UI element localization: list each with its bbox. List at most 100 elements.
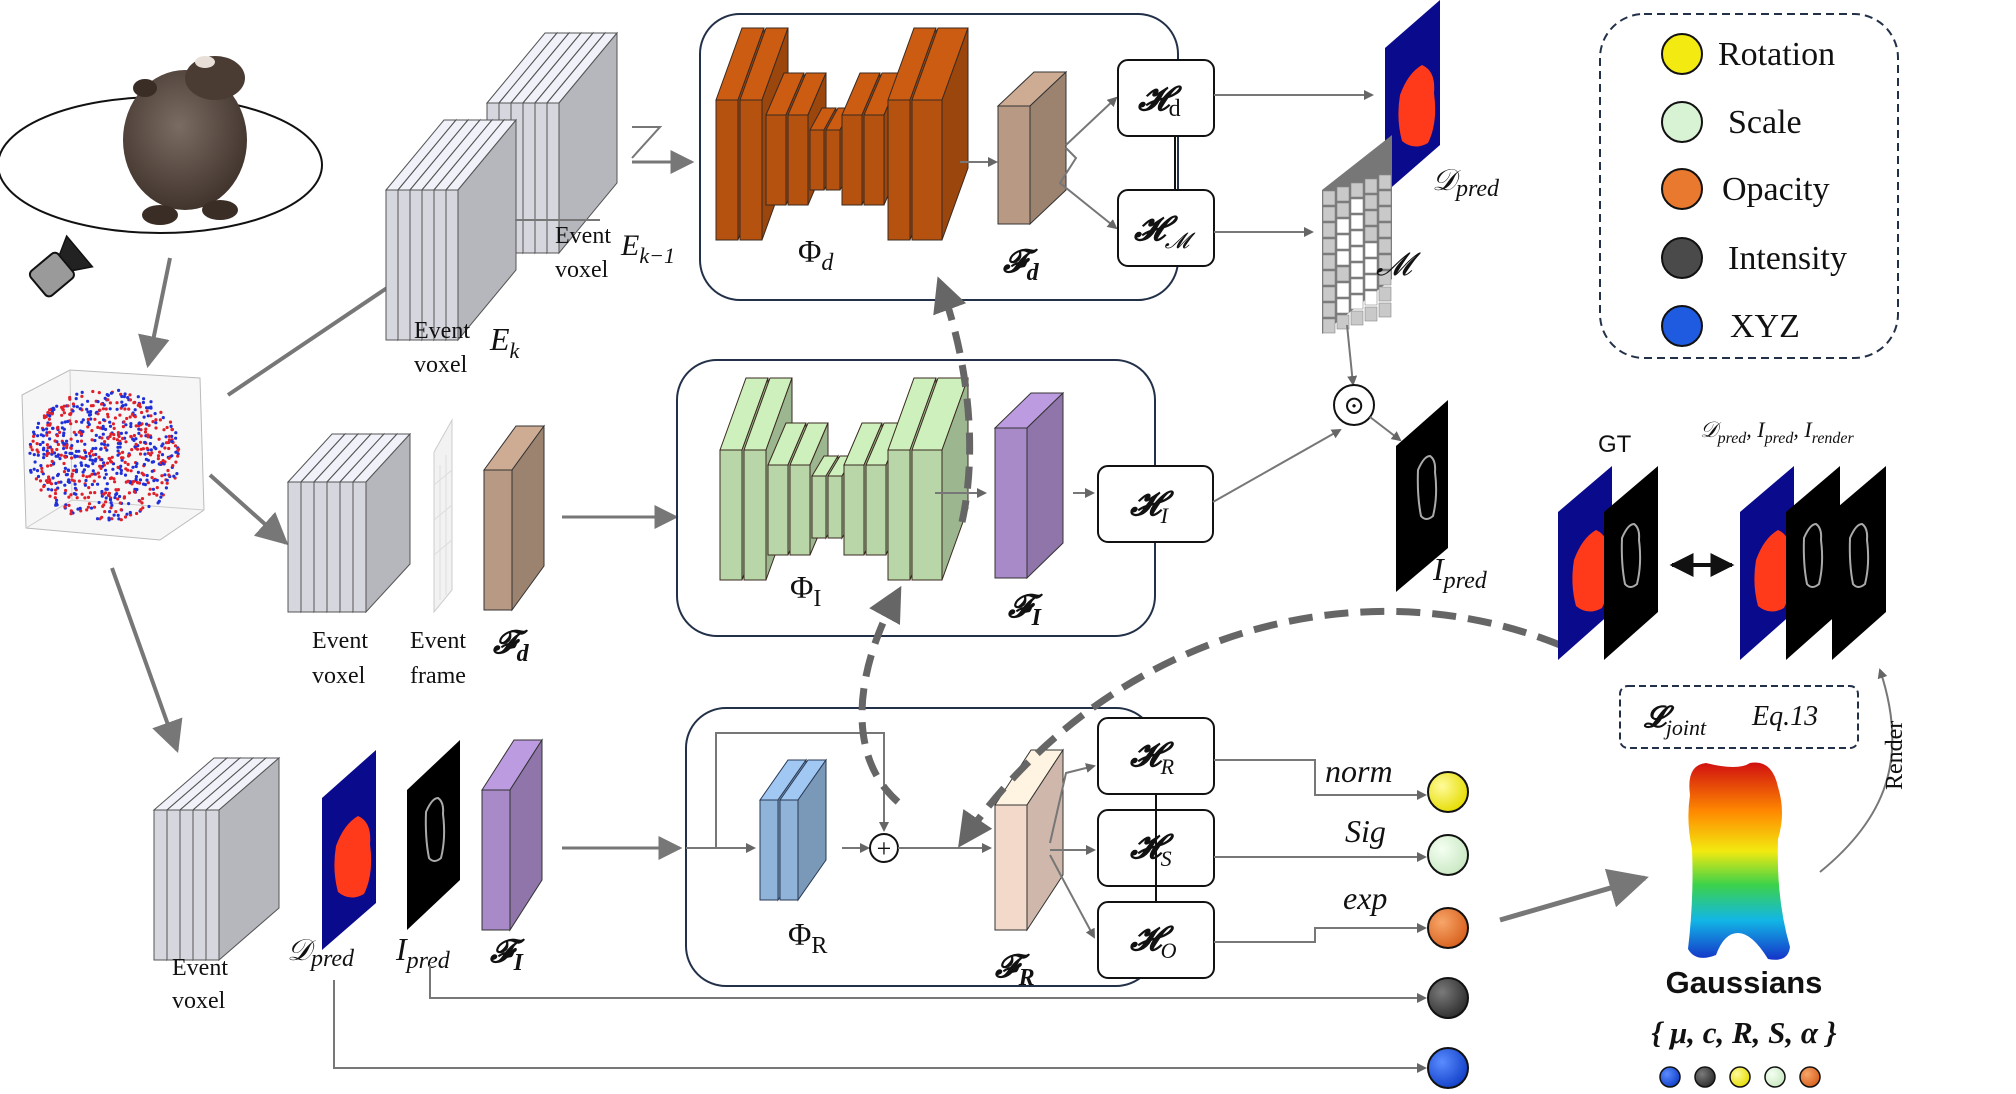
phi-r-label: ΦR [788,916,827,959]
gaussians-params: { μ, c, R, S, α } [1651,1015,1836,1050]
mask-cell [1378,302,1392,318]
mask-cell [1350,182,1364,198]
event-frame-label-line2: frame [410,663,466,689]
legend-item: Intensity [1661,237,1847,279]
mask-cell [1322,254,1336,270]
legend-item: Scale [1661,101,1802,143]
phi-d-unet [715,27,969,241]
feedback-arrow-mid-to-top [933,276,974,523]
mask-cell [1378,270,1392,286]
intensity-attribute-ball [1427,977,1469,1019]
voxel-prev-symbol: Ek−1 [620,229,675,268]
norm-activation-label: norm [1325,753,1393,789]
mask-cell [1378,254,1392,270]
feature-i-block [993,391,1065,580]
mask-cell [1364,194,1378,210]
mask-cell [1350,246,1364,262]
gt-image-stack [1558,466,1658,660]
depth-pred-input-label: 𝒟pred [287,934,355,972]
mask-cell [1350,294,1364,310]
mask-cell [1378,222,1392,238]
feature-d-input-slab [483,424,545,612]
mask-image [1322,135,1392,334]
voxel-slice [351,432,412,614]
ho-to-opacity-arrow [1214,923,1427,943]
intensity-pred-image [1396,400,1448,592]
rotation-attribute-ball [1427,771,1469,813]
feature-i-input-slab [481,738,543,932]
opacity-attribute-ball [1427,907,1469,949]
depth-to-xyz-arrow [333,980,1427,1073]
mask-cell [1336,298,1350,314]
phi-i-label: ΦI [790,569,821,612]
legend-swatch [1661,237,1703,279]
voxel-slice [545,31,619,255]
middle-branch: Event voxel Event frame 𝓕d ΦI 𝓕I 𝓗I ⊙ Ip… [286,359,1488,689]
mask-cell [1350,230,1364,246]
head-i-to-multiply-arrow [1212,429,1342,503]
hr-to-rotation-arrow [1214,759,1427,800]
prediction-image-stack [1740,466,1886,660]
feature-i-slab [993,391,1065,580]
intensity-pred-label: Ipred [1432,551,1488,594]
events-to-mid-arrow [208,473,289,546]
event-frame [433,418,453,614]
mask-to-multiply-arrow [1346,324,1358,386]
add-symbol: + [877,834,892,863]
multiply-to-intensity-arrow [1369,416,1402,442]
mask-label: 𝓜 [1376,246,1421,282]
legend-swatch [1661,101,1703,143]
xyz-attribute-ball [1427,1047,1469,1089]
voxel-prev-label-line2: voxel [555,257,609,283]
unet-layer [911,27,969,241]
scene-to-events-arrow [138,257,172,369]
legend-items: Rotation Scale Opacity Intensity XYZ [1661,33,1847,347]
mask-cell [1350,198,1364,214]
event-voxel-current [384,118,518,342]
head-mask-box [1117,189,1215,267]
skip-connection-arrow [686,732,889,849]
voxel-prev-connector [631,126,663,159]
legend-box [1599,13,1899,359]
phi-r-layer [779,758,827,902]
mask-cell [1336,282,1350,298]
mask-cell [1336,266,1350,282]
intensity-pred-input-label: Ipred [395,931,451,974]
mask-cell [1322,238,1336,254]
feature-i-input-block [481,738,543,932]
bottom-voxel-label-line2: voxel [172,988,226,1014]
feature-d-to-hd-arrow [1065,96,1118,146]
mask-cell [1336,250,1350,266]
mask-cell [1364,274,1378,290]
xyz-dot [1659,1066,1681,1088]
mid-voxel-label-line1: Event [312,628,368,654]
legend-label: XYZ [1730,308,1800,345]
top-branch: Event voxel Ek−1 Event voxel Ek Φd 𝓕d 𝓗d… [384,0,1500,386]
depth-pred-input-image [322,750,376,950]
legend-label: Opacity [1722,171,1830,208]
legend-swatch [1661,305,1703,347]
opacity-dot [1799,1066,1821,1088]
scale-dot [1764,1066,1786,1088]
feature-d-to-hm-arrow [1058,147,1118,230]
mask-cell [1350,310,1364,326]
multiply-symbol: ⊙ [1343,391,1365,420]
gaussian-attribute-dots [1659,1066,1821,1088]
capture-scene [0,56,323,369]
bottom-branch: Event voxel 𝒟pred Ipred 𝓕I ΦR + 𝓕R 𝓗R [152,707,1469,1089]
mask-cell [1378,174,1392,190]
gaussian-point-cloud [1688,762,1790,960]
legend-label: Rotation [1718,36,1835,73]
mask-cell [1336,314,1350,330]
intensity-dot [1694,1066,1716,1088]
mask-cell [1322,190,1336,206]
mid-voxel-label-line2: voxel [312,663,366,689]
intensity-to-gaussian-arrow [429,965,1427,1003]
mask-cell [1322,302,1336,318]
mask-cell [1350,278,1364,294]
feedback-arrow-bottom-to-mid [858,585,902,805]
mask-cell [1336,202,1350,218]
feature-i-input-label: 𝓕I [489,933,525,976]
